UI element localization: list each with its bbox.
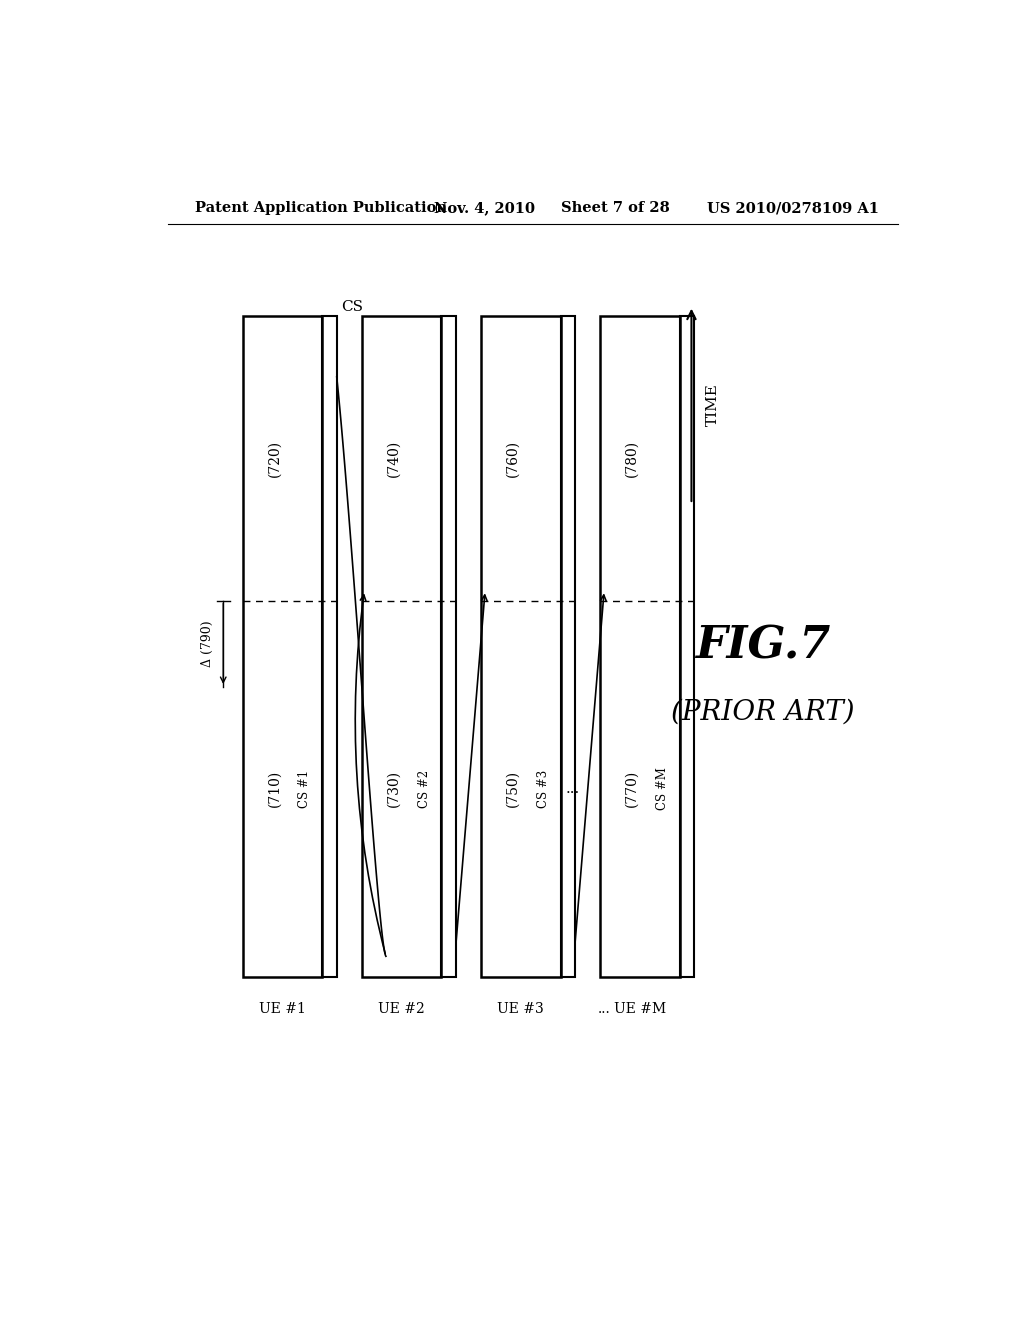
Text: UE #1: UE #1 [259, 1002, 306, 1016]
Text: Patent Application Publication: Patent Application Publication [196, 201, 447, 215]
Text: (770): (770) [625, 770, 639, 808]
Bar [243, 315, 323, 977]
Bar [560, 315, 574, 977]
Text: (710): (710) [268, 770, 282, 808]
Text: Nov. 4, 2010: Nov. 4, 2010 [433, 201, 535, 215]
Text: (720): (720) [268, 440, 282, 477]
Bar [600, 315, 680, 977]
Text: UE #M: UE #M [613, 1002, 666, 1016]
Text: CS #2: CS #2 [418, 770, 430, 808]
Text: US 2010/0278109 A1: US 2010/0278109 A1 [708, 201, 880, 215]
Bar [680, 315, 694, 977]
Text: (760): (760) [506, 440, 520, 477]
Text: Δ (790): Δ (790) [201, 620, 214, 667]
Text: (780): (780) [625, 440, 639, 477]
Text: ...: ... [565, 781, 580, 796]
Bar [362, 315, 441, 977]
Text: TIME: TIME [706, 383, 720, 426]
Text: CS #1: CS #1 [298, 770, 311, 808]
Text: (PRIOR ART): (PRIOR ART) [671, 698, 855, 726]
Text: ...: ... [598, 1002, 610, 1016]
Text: CS #3: CS #3 [537, 770, 550, 808]
Text: CS #M: CS #M [655, 767, 669, 810]
Text: (750): (750) [506, 770, 520, 807]
Text: UE #2: UE #2 [379, 1002, 425, 1016]
Text: CS: CS [341, 300, 362, 314]
Text: Sheet 7 of 28: Sheet 7 of 28 [560, 201, 670, 215]
Text: UE #3: UE #3 [498, 1002, 544, 1016]
Bar [441, 315, 456, 977]
Text: (730): (730) [387, 770, 400, 807]
Bar [323, 315, 337, 977]
Text: FIG.7: FIG.7 [695, 624, 830, 668]
Bar [481, 315, 560, 977]
Text: (740): (740) [387, 440, 400, 477]
